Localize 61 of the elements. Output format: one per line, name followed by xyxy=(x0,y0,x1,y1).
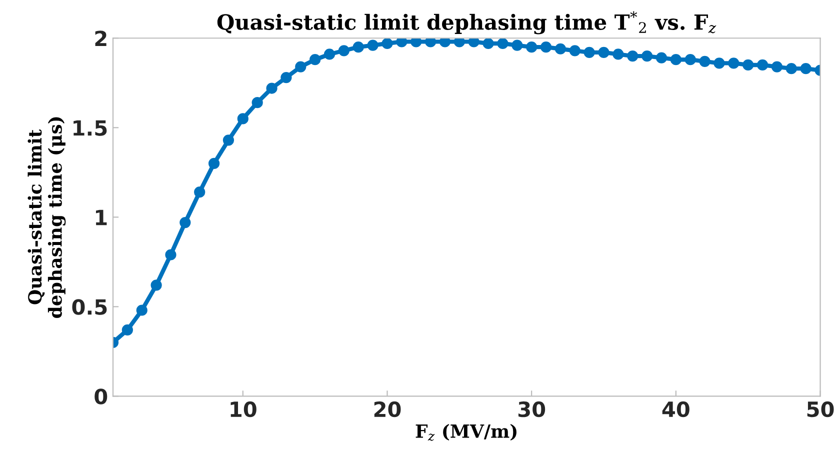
point xyxy=(468,38,480,48)
point xyxy=(497,38,508,50)
point xyxy=(526,42,538,53)
x-axis-title: F$_{z}$ (MV/m) xyxy=(416,424,516,441)
point xyxy=(382,38,393,50)
point xyxy=(324,48,336,60)
point xyxy=(338,45,350,56)
point xyxy=(424,38,436,48)
point xyxy=(656,52,668,64)
y-tick-label: 0.5 xyxy=(72,299,107,315)
x-tick-label: 50 xyxy=(807,401,834,418)
point xyxy=(598,46,610,58)
point xyxy=(512,40,523,51)
point xyxy=(800,63,812,74)
point xyxy=(252,97,263,108)
point xyxy=(410,38,422,48)
y-tick-label: 1.5 xyxy=(74,120,107,136)
y-tick-label: 2 xyxy=(95,30,106,46)
point xyxy=(584,46,595,58)
x-tick-label: 40 xyxy=(662,401,690,418)
x-tick-label: 20 xyxy=(374,401,401,418)
point xyxy=(136,304,148,316)
point xyxy=(641,50,653,62)
point xyxy=(310,54,321,66)
point xyxy=(150,280,162,291)
x-tick-label: 30 xyxy=(518,401,546,418)
point xyxy=(208,158,220,170)
point xyxy=(122,324,133,336)
point xyxy=(266,82,278,94)
point xyxy=(627,50,638,62)
y-tick-label: 1 xyxy=(96,210,107,226)
point xyxy=(540,42,552,53)
point xyxy=(454,38,465,48)
y-tick-label: 0 xyxy=(94,388,108,404)
point xyxy=(670,54,682,66)
point xyxy=(396,38,408,48)
x-tick-label: 10 xyxy=(230,401,256,418)
point xyxy=(554,43,566,54)
chart-title: Quasi-static limit dephasing time T$^{*}$$_{2}$ vs. F$_{z}$ xyxy=(217,11,716,34)
point xyxy=(786,63,797,74)
y-axis-title: Quasi-static limit dephasing time (μs) xyxy=(28,117,66,318)
point xyxy=(728,58,740,69)
point xyxy=(180,216,191,228)
point xyxy=(237,113,248,124)
point xyxy=(280,72,292,84)
point xyxy=(714,58,725,69)
point xyxy=(194,186,206,198)
point xyxy=(367,40,378,51)
point xyxy=(352,42,364,53)
point xyxy=(612,48,624,60)
point xyxy=(684,54,696,66)
point xyxy=(756,59,768,71)
point xyxy=(295,61,306,72)
point xyxy=(771,61,783,72)
point xyxy=(165,249,176,260)
point xyxy=(699,56,710,67)
point xyxy=(439,38,451,48)
point xyxy=(482,38,494,50)
point xyxy=(569,45,580,56)
point xyxy=(742,59,754,71)
point xyxy=(222,134,234,146)
